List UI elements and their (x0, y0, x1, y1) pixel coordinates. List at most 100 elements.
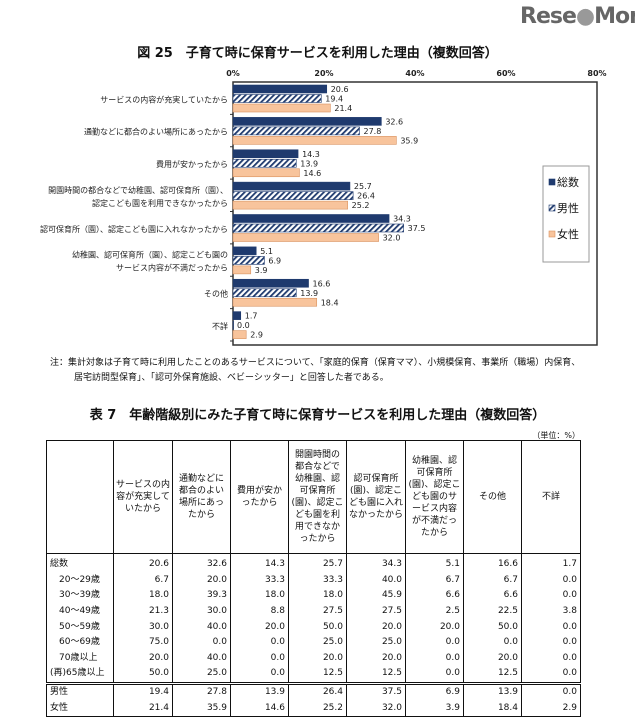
table-cell: 8.8 (230, 603, 289, 620)
table-cell: 18.0 (230, 588, 289, 604)
row-label: 男性 (46, 681, 114, 701)
bar-male (232, 191, 354, 200)
table-cell: 0.0 (521, 650, 581, 667)
note-line-1: 注：集計対象は子育て時に利用したことのあるサービスについて、「家庭的保育（保育マ… (50, 358, 581, 368)
table-cell: 0.0 (405, 650, 464, 667)
x-tick-label: 0% (226, 69, 240, 78)
category-label: サービス内容が不満だったから (116, 263, 228, 273)
table-cell: 0.0 (521, 572, 581, 589)
table-cell: 30.0 (113, 619, 173, 635)
bar-total (232, 117, 382, 126)
table-cell: 6.6 (405, 588, 464, 604)
table-row: 20～29歳 6.7 20.0 33.3 33.3 40.0 6.7 6.7 0.0 (46, 572, 581, 589)
table-cell: 0.0 (405, 634, 464, 651)
bar-male (232, 126, 360, 136)
table-cell: 25.0 (288, 634, 347, 651)
note-line-2: 居宅訪問型保育」、「認可外保育施設、ベビーシッター」と回答した者である。 (74, 373, 389, 383)
x-tick-label: 40% (405, 69, 424, 78)
bar-total (232, 149, 299, 159)
legend-swatch (548, 204, 556, 212)
category-label: 通勤などに都合のよい場所にあったから (84, 127, 228, 137)
data-label: 1.7 (245, 312, 258, 321)
table-row: 女性 21.4 35.9 14.6 25.2 32.0 3.9 18.4 2.9 (46, 700, 581, 717)
row-label: (再)65歳以上 (46, 666, 114, 684)
bar-male (232, 94, 322, 103)
bar-female (232, 265, 252, 275)
data-label: 16.6 (313, 279, 331, 288)
table-cell: 34.3 (346, 553, 406, 573)
bar-female (232, 200, 348, 210)
data-label: 13.9 (300, 159, 318, 168)
table-cell: 20.0 (346, 650, 406, 667)
table-cell: 3.8 (521, 603, 581, 620)
table-cell: 0.0 (230, 666, 289, 684)
table-cell: 20.0 (172, 572, 231, 589)
table-cell: 0.0 (521, 619, 581, 635)
bar-male (232, 223, 404, 233)
bar-total (232, 84, 328, 94)
table-cell: 2.5 (405, 603, 464, 620)
x-tick-label: 80% (587, 69, 606, 78)
row-label: 20～29歳 (46, 572, 114, 589)
row-label: 総数 (46, 553, 114, 573)
row-label: 女性 (46, 700, 114, 717)
x-tick-label: 20% (314, 69, 333, 78)
data-label: 3.9 (255, 266, 268, 275)
table-cell: 27.5 (288, 603, 347, 620)
table-row: (再)65歳以上 50.0 25.0 0.0 12.5 12.5 0.0 12.5 0.0 (46, 666, 581, 684)
table-cell: 50.0 (113, 666, 173, 684)
category-label: 認可保育所（園）、認定こども園に入れなかったから (40, 224, 228, 234)
table-cell: 32.6 (172, 553, 231, 573)
table-cell: 6.7 (463, 572, 522, 589)
chart-title: 図 25 子育て時に保育サービスを利用した理由（複数回答） (137, 46, 498, 61)
table-cell: 30.0 (172, 603, 231, 620)
bar-total (232, 214, 390, 223)
table-cell: 37.5 (346, 681, 406, 701)
column-header: 幼稚園、認可保育所(園)、認定こども園のサービス内容が不満だったから (405, 440, 464, 554)
category-label: サービスの内容が充実していたから (100, 94, 228, 104)
table-cell: 20.0 (288, 650, 347, 667)
table-cell: 0.0 (521, 681, 581, 701)
data-label: 25.7 (354, 182, 372, 191)
table-cell: 40.0 (172, 650, 231, 667)
table-cell: 40.0 (346, 572, 406, 589)
category-label: 認定こども園を利用できなかったから (92, 198, 228, 208)
data-label: 27.8 (363, 127, 381, 136)
row-label: 40～49歳 (46, 603, 114, 620)
data-label: 25.2 (352, 201, 370, 210)
category-label: 不詳 (212, 321, 228, 331)
table-cell: 26.4 (288, 681, 347, 701)
data-label: 26.4 (357, 192, 375, 201)
column-header: 不詳 (521, 440, 581, 554)
table-row: 60～69歳 75.0 0.0 0.0 25.0 25.0 0.0 0.0 0.0 (46, 634, 581, 651)
data-label: 18.4 (321, 298, 339, 307)
data-label: 21.4 (334, 104, 352, 113)
table-cell: 13.9 (230, 681, 289, 701)
legend-swatch (548, 230, 556, 238)
table-row: 総数 20.6 32.6 14.3 25.7 34.3 5.1 16.6 1.7 (46, 553, 581, 573)
bar-female (232, 103, 331, 113)
table-cell: 0.0 (405, 666, 464, 684)
category-label: 幼稚園、認可保育所（園）、認定こども園の (72, 250, 228, 260)
table-cell: 25.0 (346, 634, 406, 651)
row-label: 60～69歳 (46, 634, 114, 651)
table-row: 40～49歳 21.3 30.0 8.8 27.5 27.5 2.5 22.5 3.8 (46, 603, 581, 620)
table-cell: 19.4 (113, 681, 173, 701)
table-cell: 39.3 (172, 588, 231, 604)
table-cell: 27.8 (172, 681, 231, 701)
data-label: 32.6 (385, 117, 403, 126)
table-cell: 25.7 (288, 553, 347, 573)
table-cell: 6.6 (463, 588, 522, 604)
data-label: 20.6 (331, 85, 349, 94)
table-cell: 35.9 (172, 700, 231, 717)
column-header: 認可保育所(園)、認定こども園に入れなかったから (346, 440, 406, 554)
legend-label: 男性 (557, 201, 579, 215)
table-cell: 20.0 (346, 619, 406, 635)
legend-label: 総数 (557, 175, 579, 189)
table-cell: 33.3 (230, 572, 289, 589)
table-cell: 2.9 (521, 700, 581, 717)
table-cell: 0.0 (521, 588, 581, 604)
table-cell: 0.0 (521, 666, 581, 684)
data-label: 19.4 (325, 95, 343, 104)
table-cell: 16.6 (463, 553, 522, 573)
